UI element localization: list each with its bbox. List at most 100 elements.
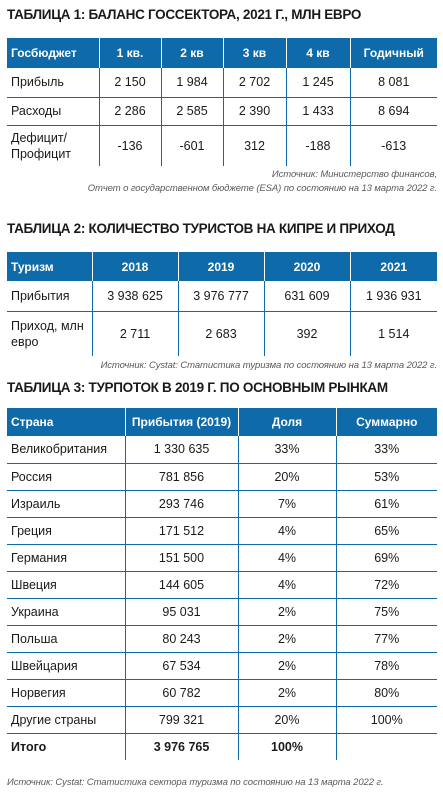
cell: 1 984 — [160, 68, 224, 98]
cell: 1 514 — [349, 311, 437, 356]
table3-header-cell: Доля — [238, 408, 337, 436]
table1-header-cell: 4 кв — [286, 38, 351, 68]
table1-source-line1: Источник: Министерство финансов, — [271, 169, 437, 180]
total-cell: 100% — [237, 733, 337, 760]
table1-source: Источник: Министерство финансов, Отчет о… — [7, 168, 437, 196]
cell: 631 609 — [263, 281, 351, 312]
cell: 80 243 — [124, 625, 239, 653]
cell: 4% — [237, 544, 337, 572]
row-label: Приход, млн евро — [7, 311, 93, 356]
cell: 77% — [335, 625, 437, 653]
table-row: Норвегия 60 782 2% 80% — [7, 679, 437, 707]
table1-header-cell: Госбюджет — [7, 38, 100, 68]
cell: 69% — [335, 544, 437, 572]
row-label: Швейцария — [7, 652, 126, 680]
table-row: Дефицит/ Профицит -136 -601 312 -188 -61… — [7, 125, 437, 166]
cell: 2 702 — [222, 68, 287, 98]
table1-header-cell: 1 кв. — [99, 38, 162, 68]
total-cell: 3 976 765 — [124, 733, 239, 760]
cell: 2 711 — [91, 311, 179, 356]
cell: 3 938 625 — [91, 281, 179, 312]
table-row: Греция 171 512 4% 65% — [7, 517, 437, 545]
table2-header-cell: 2021 — [350, 252, 437, 281]
cell: 67 534 — [124, 652, 239, 680]
table1: Госбюджет 1 кв. 2 кв 3 кв 4 кв Годичный … — [7, 38, 437, 166]
cell: 2% — [237, 679, 337, 707]
table-row: Россия 781 856 20% 53% — [7, 463, 437, 491]
cell: -136 — [98, 125, 162, 166]
row-label: Польша — [7, 625, 126, 653]
cell: 20% — [237, 463, 337, 491]
cell: 1 245 — [285, 68, 351, 98]
cell: 392 — [263, 311, 351, 356]
row-label: Украина — [7, 598, 126, 626]
cell: 2% — [237, 625, 337, 653]
table3-section: ТАБЛИЦА 3: ТУРПОТОК В 2019 Г. ПО ОСНОВНЫ… — [7, 380, 437, 396]
table3-source: Источник: Cystat: Статистика сектора тур… — [7, 777, 384, 788]
row-label: Швеция — [7, 571, 126, 599]
cell: 100% — [335, 706, 437, 734]
table2-section: ТАБЛИЦА 2: КОЛИЧЕСТВО ТУРИСТОВ НА КИПРЕ … — [7, 221, 437, 237]
table1-header-row: Госбюджет 1 кв. 2 кв 3 кв 4 кв Годичный — [7, 38, 437, 68]
table1-header-cell: 3 кв — [223, 38, 287, 68]
row-label: Германия — [7, 544, 126, 572]
table2-header-cell: 2018 — [92, 252, 179, 281]
table2-header-cell: 2020 — [264, 252, 351, 281]
cell: 75% — [335, 598, 437, 626]
table-row: Прибыль 2 150 1 984 2 702 1 245 8 081 — [7, 68, 437, 98]
cell: 2 585 — [160, 97, 224, 126]
table1-section: ТАБЛИЦА 1: БАЛАНС ГОССЕКТОРА, 2021 Г., М… — [7, 7, 437, 23]
cell: -188 — [285, 125, 351, 166]
table-row: Другие страны 799 321 20% 100% — [7, 706, 437, 734]
cell: 65% — [335, 517, 437, 545]
table3-header-cell: Страна — [7, 408, 126, 436]
cell: 2% — [237, 652, 337, 680]
cell: 2% — [237, 598, 337, 626]
row-label: Норвегия — [7, 679, 126, 707]
cell: 2 683 — [177, 311, 265, 356]
cell: 151 500 — [124, 544, 239, 572]
cell: 2 390 — [222, 97, 287, 126]
table1-header-cell: 2 кв — [161, 38, 224, 68]
table-row: Швейцария 67 534 2% 78% — [7, 652, 437, 680]
cell: -613 — [349, 125, 437, 166]
table2-title: ТАБЛИЦА 2: КОЛИЧЕСТВО ТУРИСТОВ НА КИПРЕ … — [7, 221, 395, 236]
table-row: Украина 95 031 2% 75% — [7, 598, 437, 626]
cell: 144 605 — [124, 571, 239, 599]
cell: 4% — [237, 517, 337, 545]
table2-header-cell: 2019 — [178, 252, 265, 281]
cell: 1 330 635 — [124, 436, 239, 464]
table-row: Германия 151 500 4% 69% — [7, 544, 437, 572]
total-cell — [335, 733, 437, 760]
table2-header-row: Туризм 2018 2019 2020 2021 — [7, 252, 437, 281]
cell: 61% — [335, 490, 437, 518]
cell: 781 856 — [124, 463, 239, 491]
cell: 33% — [237, 436, 337, 464]
cell: 2 286 — [98, 97, 162, 126]
table1-source-line2: Отчет о государственном бюджете (ESA) по… — [87, 183, 437, 194]
table-row: Израиль 293 746 7% 61% — [7, 490, 437, 518]
table2-header-cell: Туризм — [7, 252, 93, 281]
cell: 171 512 — [124, 517, 239, 545]
table1-title: ТАБЛИЦА 1: БАЛАНС ГОССЕКТОРА, 2021 Г., М… — [7, 7, 362, 22]
table-row: Прибытия 3 938 625 3 976 777 631 609 1 9… — [7, 281, 437, 312]
cell: 53% — [335, 463, 437, 491]
table-row: Польша 80 243 2% 77% — [7, 625, 437, 653]
row-label: Россия — [7, 463, 126, 491]
row-label: Прибытия — [7, 281, 93, 312]
table1-header-cell: Годичный — [350, 38, 437, 68]
cell: 72% — [335, 571, 437, 599]
cell: 2 150 — [98, 68, 162, 98]
table3-header-row: Страна Прибытия (2019) Доля Суммарно — [7, 408, 437, 436]
cell: 80% — [335, 679, 437, 707]
cell: 78% — [335, 652, 437, 680]
table3-header-cell: Суммарно — [336, 408, 437, 436]
row-label: Греция — [7, 517, 126, 545]
table2-source: Источник: Cystat: Статистика туризма по … — [100, 360, 438, 371]
cell: 7% — [237, 490, 337, 518]
row-label: Другие страны — [7, 706, 126, 734]
cell: 4% — [237, 571, 337, 599]
table3-header-cell: Прибытия (2019) — [125, 408, 239, 436]
table-row: Великобритания 1 330 635 33% 33% — [7, 436, 437, 464]
table3-title: ТАБЛИЦА 3: ТУРПОТОК В 2019 Г. ПО ОСНОВНЫ… — [7, 380, 388, 395]
